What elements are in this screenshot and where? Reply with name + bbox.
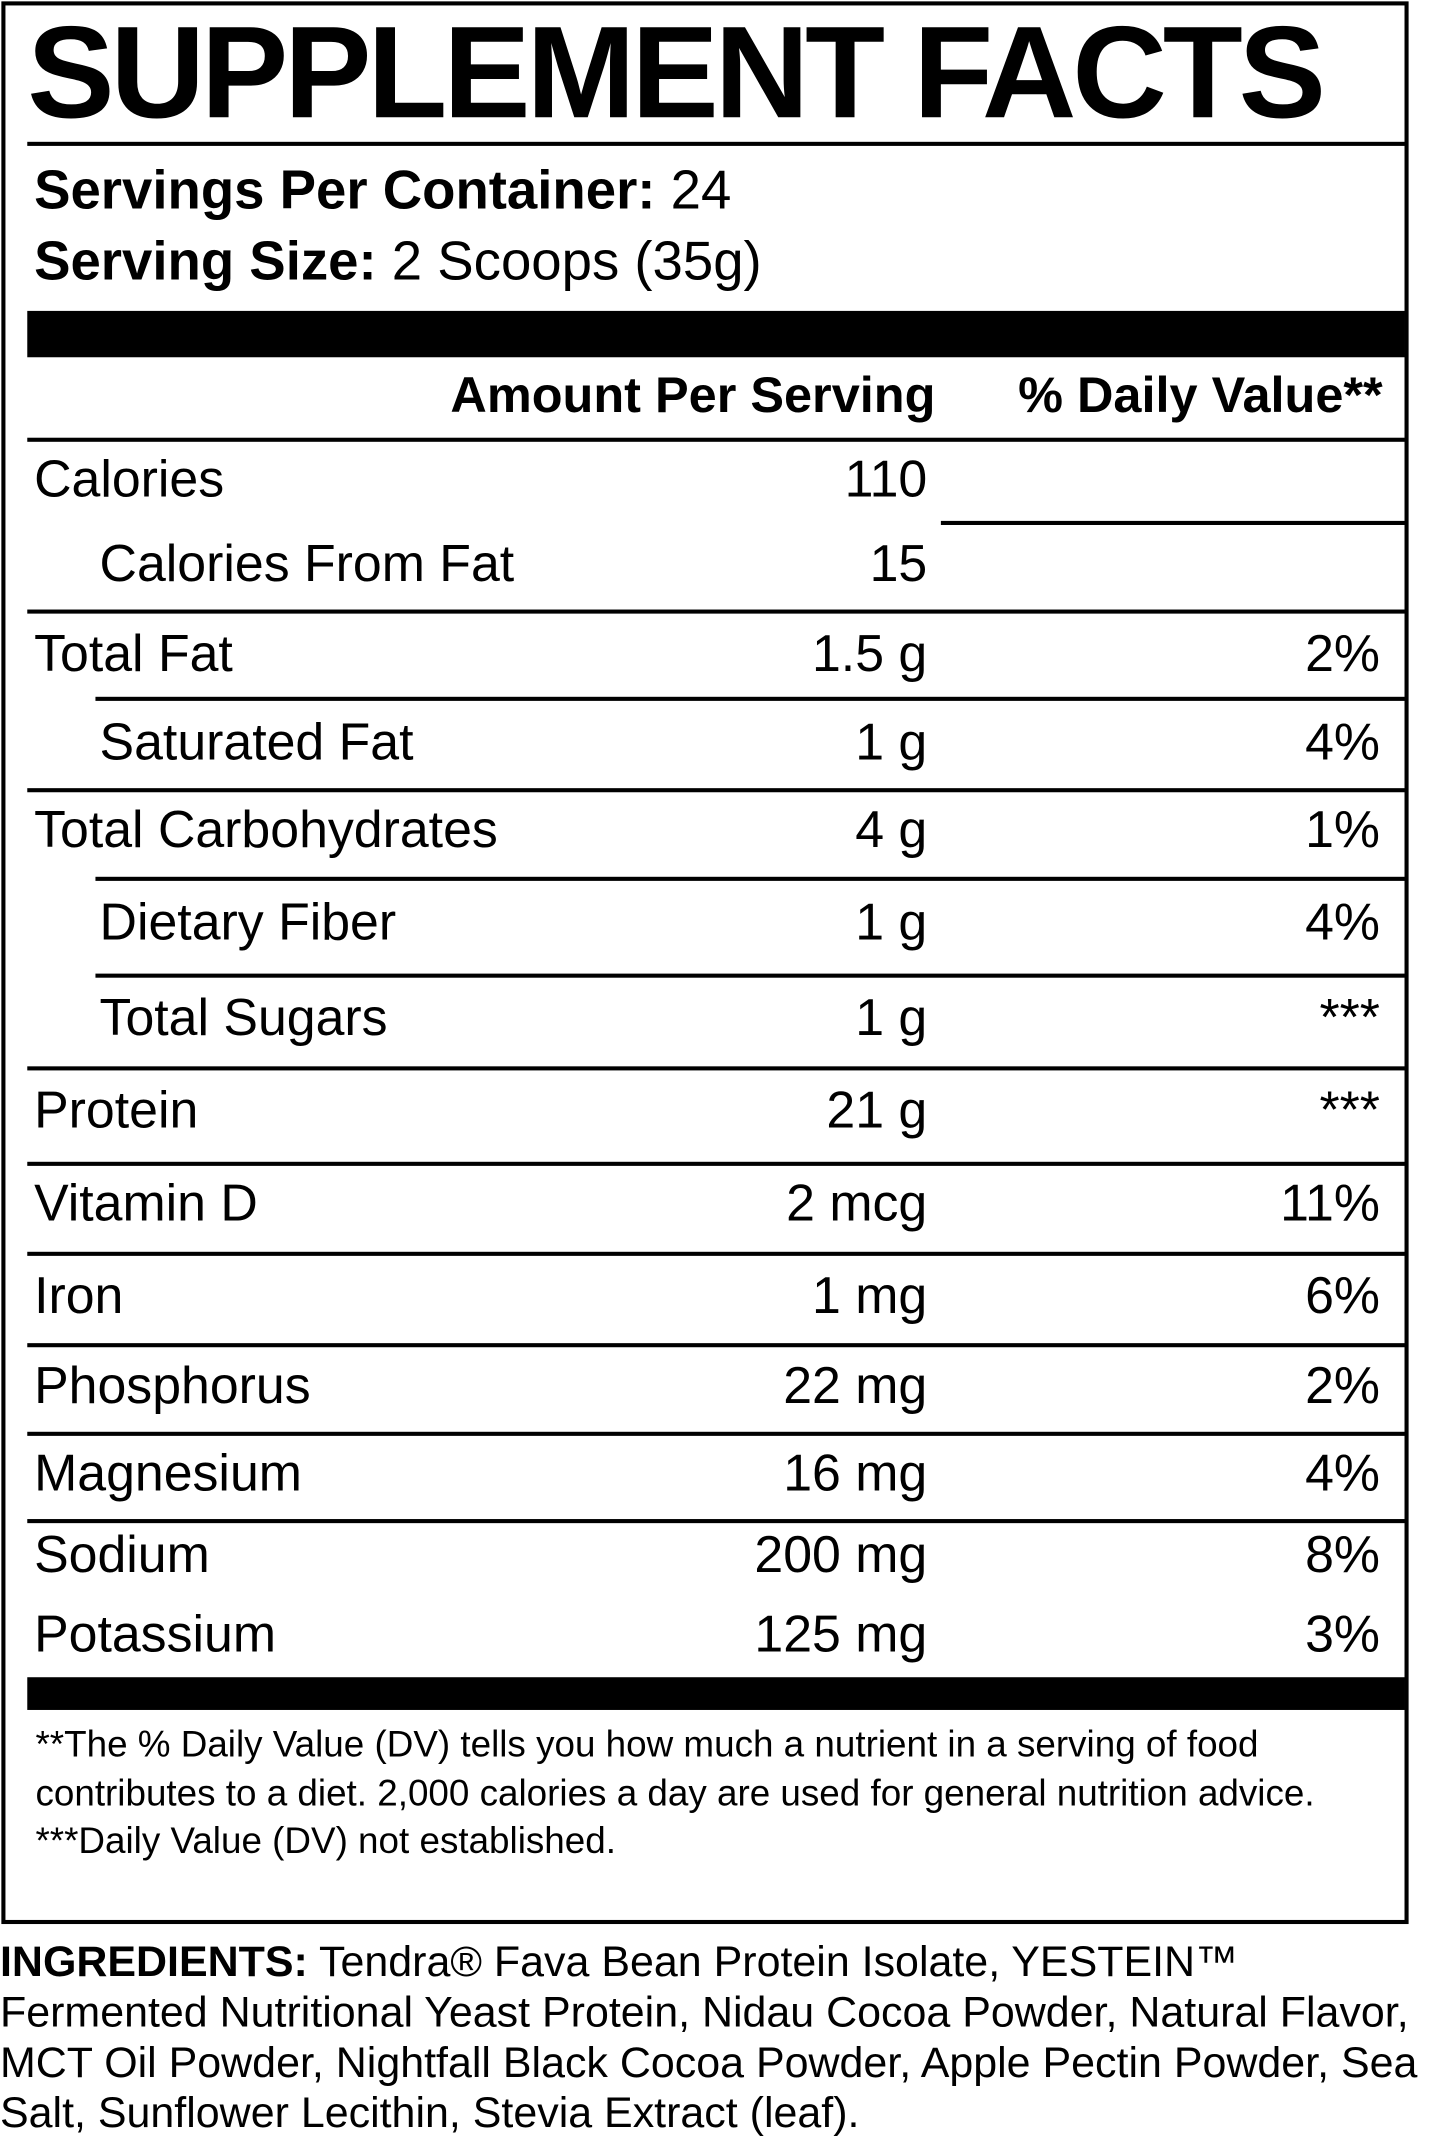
nutrient-dv: 2%: [1305, 625, 1380, 684]
header-amount: Amount Per Serving: [450, 366, 936, 423]
nutrient-amount: 16 mg: [783, 1445, 928, 1503]
nutrient-dv: 8%: [1305, 1527, 1380, 1585]
nutrient-dv: 4%: [1305, 894, 1380, 952]
nutrient-amount: 1 mg: [812, 1268, 928, 1326]
nutrient-amount: 22 mg: [783, 1358, 928, 1416]
footnote: **The % Daily Value (DV) tells you how m…: [35, 1723, 1315, 1813]
nutrient-dv: ***: [1319, 989, 1380, 1048]
rule: [940, 520, 1405, 525]
nutrient-amount: 110: [844, 451, 928, 509]
nutrient-name: Potassium: [34, 1606, 277, 1664]
nutrient-name: Total Fat: [34, 625, 233, 684]
servings: Servings Per Container: 24: [34, 164, 731, 219]
nutrient-name: Saturated Fat: [99, 714, 414, 772]
nutrient-name: Total Carbohydrates: [34, 801, 498, 860]
servings-value: 24: [670, 160, 732, 221]
nutrient-amount: 2 mcg: [786, 1175, 928, 1233]
nutrient-dv: ***: [1319, 1082, 1380, 1140]
nutrient-name: Iron: [34, 1268, 124, 1326]
ingredients: INGREDIENTS: Tendra® Fava Bean Protein I…: [0, 1936, 1440, 2138]
nutrient-dv: 2%: [1305, 1358, 1380, 1416]
label-border: [1, 1, 1409, 1925]
rule: [95, 696, 1405, 701]
nutrient-amount: 1 g: [855, 714, 928, 772]
ingredients-label: INGREDIENTS:: [0, 1936, 308, 1986]
nutrient-name: Phosphorus: [34, 1358, 311, 1416]
nutrient-name: Sodium: [34, 1527, 210, 1585]
rule: [27, 141, 1405, 146]
nutrient-amount: 1 g: [855, 989, 928, 1048]
nutrient-dv: 11%: [1280, 1175, 1380, 1233]
rule: [27, 437, 1405, 442]
footnote: ***Daily Value (DV) not established.: [35, 1820, 616, 1862]
rule: [27, 1431, 1405, 1436]
rule: [95, 973, 1405, 978]
nutrient-dv: 1%: [1305, 801, 1380, 860]
nutrient-name: Calories From Fat: [99, 535, 515, 594]
rule: [27, 1519, 1405, 1524]
nutrient-amount: 1 g: [855, 894, 928, 952]
footnotes: **The % Daily Value (DV) tells you how m…: [35, 1721, 1358, 1866]
nutrient-name: Calories: [34, 451, 225, 509]
nutrient-amount: 15: [869, 535, 928, 594]
servings-label: Servings Per Container:: [34, 160, 656, 221]
rule: [27, 1066, 1405, 1071]
rule: [27, 1251, 1405, 1256]
thick-bar: [27, 1677, 1405, 1710]
serving-size-label: Serving Size:: [34, 231, 377, 292]
title: SUPPLEMENT FACTS: [27, 0, 1326, 146]
rule: [95, 876, 1405, 881]
nutrient-dv: 4%: [1305, 1445, 1380, 1503]
rule: [27, 609, 1405, 614]
nutrient-name: Dietary Fiber: [99, 894, 397, 952]
nutrient-amount: 21 g: [826, 1082, 928, 1140]
nutrient-dv: 4%: [1305, 714, 1380, 772]
nutrient-dv: 6%: [1305, 1268, 1380, 1326]
nutrient-dv: 3%: [1305, 1606, 1380, 1664]
nutrient-name: Magnesium: [34, 1445, 302, 1503]
nutrient-amount: 4 g: [855, 801, 928, 860]
serving-size: Serving Size: 2 Scoops (35g): [34, 235, 762, 290]
rule: [27, 788, 1405, 793]
header-dv: % Daily Value**: [1018, 366, 1383, 423]
ingredients-text: Tendra® Fava Bean Protein Isolate, YESTE…: [0, 1936, 1418, 2137]
nutrient-amount: 1.5 g: [811, 625, 928, 684]
nutrient-name: Total Sugars: [99, 989, 388, 1048]
thick-bar: [27, 310, 1405, 358]
nutrient-name: Protein: [34, 1082, 199, 1140]
serving-size-value: 2 Scoops (35g): [391, 231, 762, 292]
nutrient-amount: 125 mg: [754, 1606, 928, 1664]
rule: [27, 1161, 1405, 1166]
rule: [27, 1343, 1405, 1348]
nutrient-amount: 200 mg: [754, 1527, 928, 1585]
nutrient-name: Vitamin D: [34, 1175, 258, 1233]
